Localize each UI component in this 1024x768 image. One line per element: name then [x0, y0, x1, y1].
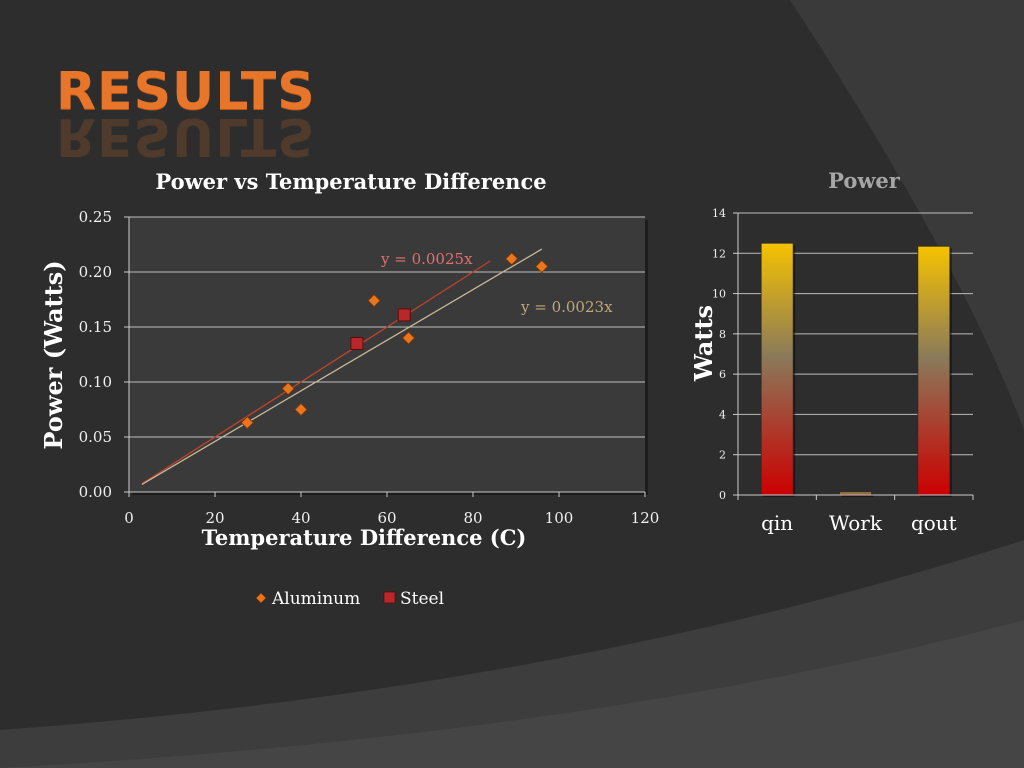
legend-steel-marker — [383, 591, 396, 604]
scatter-chart: 0.00 0.05 0.10 0.15 0.20 0.25 0 20 40 60 80 100 120 P… — [39, 169, 659, 609]
plot-area — [129, 217, 645, 492]
y-tick-label: 0.20 — [79, 263, 112, 281]
aluminum-data-point — [401, 331, 416, 345]
y-tick-label: 0.10 — [79, 373, 112, 391]
aluminum-data-point — [281, 382, 295, 396]
steel-data-point — [397, 308, 411, 322]
y-axis-title: Power (Watts) — [39, 260, 68, 449]
y-axis-title: Watts — [689, 305, 718, 382]
y-tick-label: 0.00 — [79, 483, 112, 501]
y-tick-label: 10 — [712, 288, 726, 301]
aluminum-data-point — [535, 259, 549, 274]
y-tick-label: 0.15 — [79, 318, 112, 336]
trendline — [141, 260, 491, 485]
x-category-label: Work — [829, 511, 883, 535]
x-tick-label: 20 — [205, 509, 224, 527]
bar-chart: 0 2 4 6 8 10 12 14 qin Work qout Power Watts — [689, 168, 974, 535]
x-category-label: qout — [911, 511, 957, 535]
x-tick-label: 120 — [631, 509, 660, 527]
y-tick-label: 2 — [719, 449, 726, 462]
y-tick-label: 0.25 — [79, 208, 112, 226]
aluminum-data-point — [240, 416, 254, 430]
y-tick-label: 8 — [719, 328, 726, 341]
x-tick-label: 60 — [377, 509, 396, 527]
bar — [760, 242, 794, 496]
steel-data-point — [350, 337, 364, 350]
y-tick-label: 14 — [712, 207, 726, 220]
y-tick-label: 6 — [719, 368, 726, 381]
slide-title: RESULTS — [56, 62, 316, 122]
legend-aluminum-marker — [255, 592, 267, 604]
aluminum-data-point — [294, 402, 308, 417]
y-tick-label: 4 — [719, 408, 726, 421]
trendline-equation-label: y = 0.0023x — [520, 298, 613, 316]
bar-chart-title: Power — [828, 168, 901, 193]
trendline-equation-label: y = 0.0025x — [380, 250, 473, 268]
y-tick-label: 0 — [719, 489, 726, 502]
aluminum-data-point — [367, 294, 381, 308]
legend-aluminum-label: Aluminum — [271, 589, 360, 609]
trendline — [141, 248, 543, 485]
y-tick-label: 12 — [712, 247, 726, 260]
x-tick-label: 100 — [545, 509, 574, 527]
scatter-chart-title: Power vs Temperature Difference — [155, 169, 546, 194]
bar — [917, 245, 951, 496]
legend-steel-label: Steel — [400, 589, 444, 609]
aluminum-data-point — [505, 252, 519, 266]
x-tick-label: 80 — [463, 509, 482, 527]
x-axis-title: Temperature Difference (C) — [202, 525, 527, 550]
x-category-label: qin — [761, 511, 793, 535]
x-tick-label: 0 — [124, 509, 134, 527]
x-tick-label: 40 — [291, 509, 310, 527]
y-tick-label: 0.05 — [79, 428, 112, 446]
